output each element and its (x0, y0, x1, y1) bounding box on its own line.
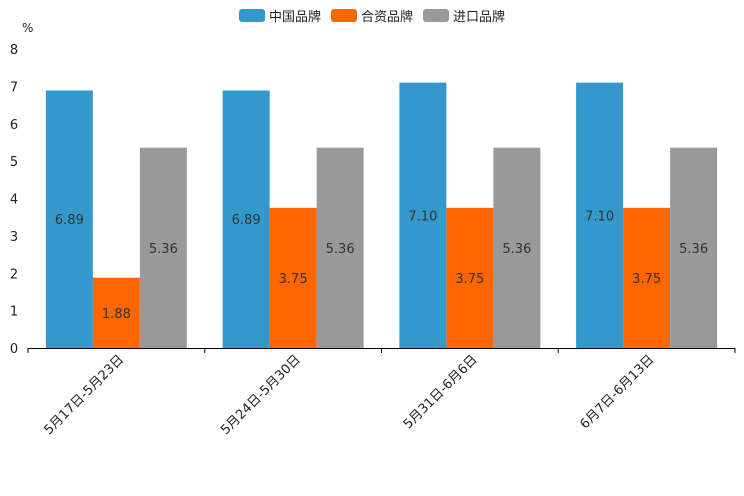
data-label: 7.10 (585, 209, 614, 224)
y-tick-label: 6 (10, 118, 18, 133)
y-tick-label: 2 (10, 267, 18, 282)
data-label: 5.36 (502, 242, 531, 257)
legend-swatch-joint-venture-brand (330, 9, 357, 22)
x-tick-label: 5月24日-5月30日 (218, 352, 304, 438)
x-tick-label: 5月17日-5月23日 (41, 352, 127, 438)
data-label: 3.75 (632, 272, 661, 287)
y-tick-label: 1 (10, 305, 18, 320)
data-label: 5.36 (149, 242, 178, 257)
x-tick-label: 5月31日-6月6日 (401, 352, 481, 432)
legend-swatch-import-brand (423, 9, 449, 22)
x-tick-label: 6月7日-6月13日 (578, 352, 658, 432)
legend: 中国品牌 合资品牌 进口品牌 (0, 6, 744, 25)
y-tick-label: 7 (10, 80, 18, 95)
data-label: 6.89 (55, 213, 84, 228)
legend-label-china-brand: 中国品牌 (268, 10, 321, 25)
data-label: 5.36 (679, 242, 708, 257)
data-label: 1.88 (102, 307, 131, 322)
data-label: 3.75 (279, 272, 308, 287)
y-tick-label: 4 (10, 193, 18, 208)
y-axis-unit-label: % (22, 21, 34, 35)
legend-item-import-brand[interactable]: 进口品牌 (423, 6, 505, 25)
bar (45, 90, 93, 348)
legend-item-china-brand[interactable]: 中国品牌 (238, 6, 321, 25)
legend-label-import-brand: 进口品牌 (453, 10, 506, 25)
y-tick-label: 3 (10, 230, 18, 245)
bar (670, 147, 718, 348)
bar (92, 277, 140, 348)
data-label: 6.89 (232, 213, 261, 228)
y-tick-label: 0 (10, 342, 18, 357)
bar (623, 207, 671, 348)
bar (399, 82, 447, 348)
data-label: 5.36 (326, 242, 355, 257)
legend-item-joint-venture-brand[interactable]: 合资品牌 (330, 6, 413, 25)
bar (493, 147, 541, 348)
legend-label-joint-venture-brand: 合资品牌 (360, 10, 413, 25)
bar (139, 147, 187, 348)
bar (269, 207, 317, 348)
bar (222, 90, 270, 348)
legend-swatch-china-brand (238, 9, 265, 22)
bar (576, 82, 624, 348)
bar (446, 207, 494, 348)
y-tick-label: 8 (10, 43, 18, 58)
data-label: 3.75 (455, 272, 484, 287)
y-tick-label: 5 (10, 155, 18, 170)
data-label: 7.10 (408, 209, 437, 224)
bar (316, 147, 364, 348)
